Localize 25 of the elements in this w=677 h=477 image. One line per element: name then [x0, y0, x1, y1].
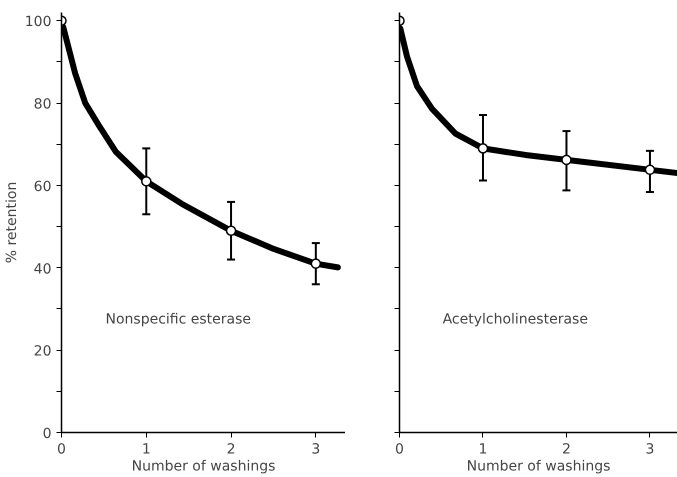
x-tick-label: 3	[645, 442, 654, 458]
point	[226, 225, 236, 236]
x-tick-label: 1	[142, 442, 151, 458]
y-tick-label: 20	[34, 344, 52, 360]
y-tick-label: 0	[42, 426, 52, 442]
x-axis-title: Number of washings	[466, 458, 610, 474]
annotation: Acetylcholinesterase	[442, 312, 588, 328]
x-tick-label: 2	[226, 442, 236, 458]
x-tick-label: 3	[311, 442, 320, 458]
point	[310, 258, 322, 269]
point	[561, 154, 572, 166]
y-tick-label: 60	[34, 178, 52, 195]
point	[141, 176, 152, 187]
y-tick-label: 40	[34, 261, 52, 278]
x-tick-label: 2	[562, 442, 571, 458]
point	[644, 164, 656, 176]
point	[478, 143, 488, 154]
x-tick-label: 0	[57, 442, 66, 458]
x-axis-title: Number of washings	[132, 458, 276, 474]
y-axis-title: % retention	[4, 182, 20, 264]
x-tick-label: 1	[478, 442, 488, 458]
x-tick-label: 0	[395, 442, 404, 458]
y-tick-label: 80	[34, 96, 52, 113]
annotation: Nonspecific esterase	[106, 312, 252, 328]
y-tick-label: 100	[24, 14, 52, 30]
